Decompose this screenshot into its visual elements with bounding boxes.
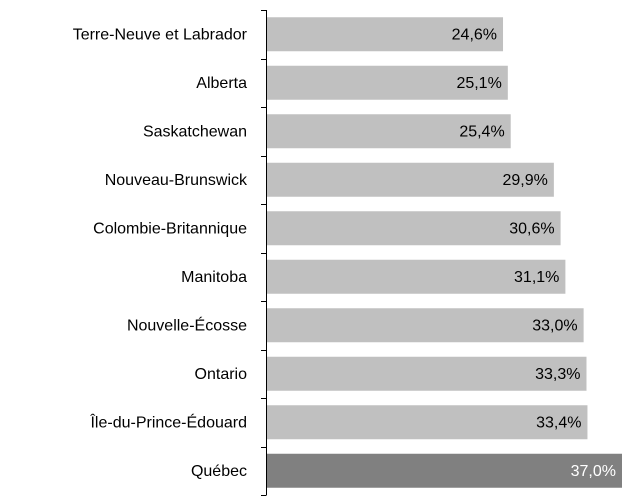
data-label: 25,4% — [459, 123, 504, 140]
data-label: 25,1% — [456, 75, 501, 92]
bar — [267, 65, 508, 100]
y-tick-label: Nouvelle-Écosse — [127, 315, 247, 334]
bar — [267, 162, 554, 197]
y-tick-label: Île-du-Prince-Édouard — [89, 412, 247, 431]
bar — [267, 308, 584, 343]
data-label: 33,0% — [532, 317, 577, 334]
bar — [267, 453, 622, 488]
data-label: 31,1% — [514, 269, 559, 286]
y-tick-label: Québec — [191, 463, 247, 480]
y-tick-label: Ontario — [195, 366, 248, 383]
bar — [267, 356, 587, 391]
bar — [267, 211, 561, 246]
y-tick-label: Alberta — [196, 75, 247, 92]
y-tick-label: Manitoba — [181, 269, 247, 286]
y-tick-label: Colombie-Britannique — [93, 220, 247, 237]
data-label: 37,0% — [571, 463, 616, 480]
y-tick-label: Saskatchewan — [143, 123, 247, 140]
y-tick-label: Nouveau-Brunswick — [105, 172, 248, 189]
data-label: 33,4% — [536, 414, 581, 431]
data-label: 29,9% — [503, 172, 548, 189]
bar — [267, 114, 511, 149]
data-label: 24,6% — [452, 26, 497, 43]
data-label: 30,6% — [509, 220, 554, 237]
bar — [267, 17, 504, 52]
bar — [267, 405, 588, 440]
data-label: 33,3% — [535, 366, 580, 383]
bar — [267, 259, 566, 294]
y-tick-label: Terre-Neuve et Labrador — [73, 26, 248, 43]
